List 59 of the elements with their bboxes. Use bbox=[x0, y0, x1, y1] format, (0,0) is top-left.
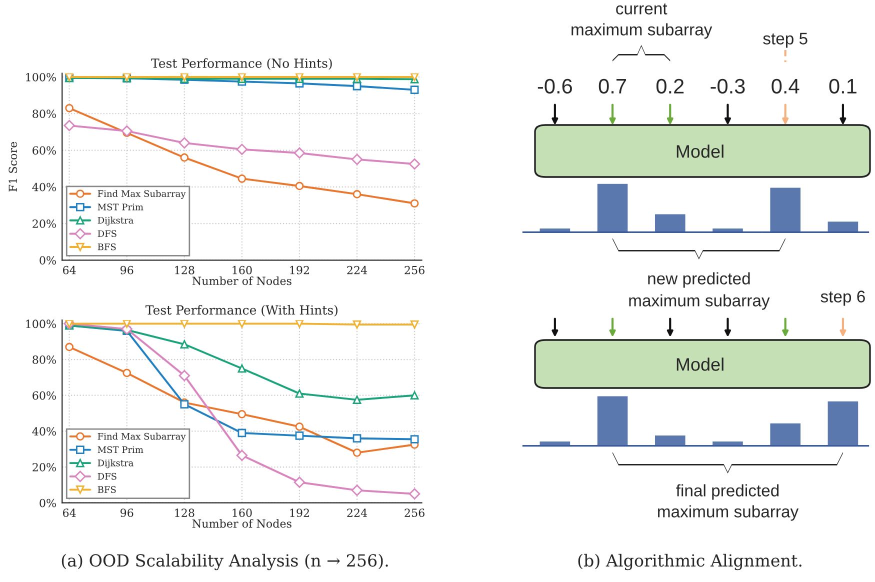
x-tick-label: 160 bbox=[232, 266, 252, 274]
text: new predicted bbox=[648, 272, 750, 288]
y-tick-label: 80% bbox=[32, 355, 56, 364]
x-tick-label: 128 bbox=[175, 266, 194, 274]
y-tick-label: 80% bbox=[32, 110, 56, 118]
y-tick-label: 100% bbox=[26, 72, 56, 82]
legend-label: DFS bbox=[98, 230, 116, 238]
text: 0.7 bbox=[598, 78, 626, 94]
y-tick-label: 60% bbox=[32, 146, 56, 155]
text: step 6 bbox=[820, 290, 865, 306]
y-tick-label: 40% bbox=[32, 182, 56, 192]
x-tick-label: 256 bbox=[404, 266, 424, 274]
legend-label: BFS bbox=[98, 486, 116, 493]
text: Model bbox=[676, 358, 724, 371]
y-tick-label: 40% bbox=[32, 427, 56, 436]
text: Model bbox=[676, 144, 724, 158]
text: current bbox=[616, 4, 668, 14]
y-tick-label: 20% bbox=[32, 219, 56, 228]
text: (a) OOD Scalability Analysis (n → 256). bbox=[62, 554, 388, 570]
text: final predicted bbox=[676, 484, 779, 500]
x-tick-label: 224 bbox=[347, 508, 368, 517]
y-tick-label: 20% bbox=[32, 462, 56, 472]
legend-label: Dijkstra bbox=[98, 459, 134, 468]
x-tick-label: 192 bbox=[290, 508, 309, 518]
text: maximum subarray bbox=[572, 23, 712, 39]
text: maximum subarray bbox=[658, 505, 799, 521]
x-tick-label: 64 bbox=[62, 266, 76, 274]
text: -0.6 bbox=[538, 78, 572, 94]
text: (b) Algorithmic Alignment. bbox=[578, 554, 802, 570]
x-tick-label: 256 bbox=[404, 508, 424, 518]
x-tick-label: 96 bbox=[120, 266, 134, 274]
chart-title: Test Performance (No Hints) bbox=[151, 58, 332, 70]
y-tick-label: 100% bbox=[26, 320, 56, 328]
x-tick-label: 64 bbox=[62, 508, 76, 518]
legend-label: MST Prim bbox=[98, 446, 144, 454]
legend-label: DFS bbox=[98, 472, 116, 480]
y-axis-title: F1 Score bbox=[8, 142, 18, 192]
x-tick-label: 128 bbox=[175, 508, 194, 518]
text: 0.2 bbox=[656, 78, 684, 94]
text: 0.4 bbox=[772, 78, 800, 94]
x-axis-title: Number of Nodes bbox=[192, 276, 292, 286]
y-tick-label: 60% bbox=[32, 391, 56, 400]
x-tick-label: 96 bbox=[120, 508, 134, 518]
legend-label: BFS bbox=[98, 243, 116, 250]
legend-label: Dijkstra bbox=[98, 216, 134, 226]
x-tick-label: 160 bbox=[232, 508, 252, 518]
text: maximum subarray bbox=[629, 294, 770, 310]
y-tick-label: 0% bbox=[40, 256, 56, 265]
chart-title: Test Performance (With Hints) bbox=[146, 305, 338, 316]
text: step 5 bbox=[763, 32, 808, 48]
y-tick-label: 0% bbox=[40, 498, 56, 508]
legend-label: Find Max Subarray bbox=[98, 432, 186, 442]
legend-label: MST Prim bbox=[98, 204, 144, 210]
text: -0.3 bbox=[710, 78, 745, 94]
x-tick-label: 192 bbox=[290, 266, 309, 274]
legend-label: Find Max Subarray bbox=[98, 190, 186, 199]
x-axis-title: Number of Nodes bbox=[192, 519, 292, 528]
x-tick-label: 224 bbox=[347, 266, 368, 274]
text: 0.1 bbox=[829, 78, 856, 94]
